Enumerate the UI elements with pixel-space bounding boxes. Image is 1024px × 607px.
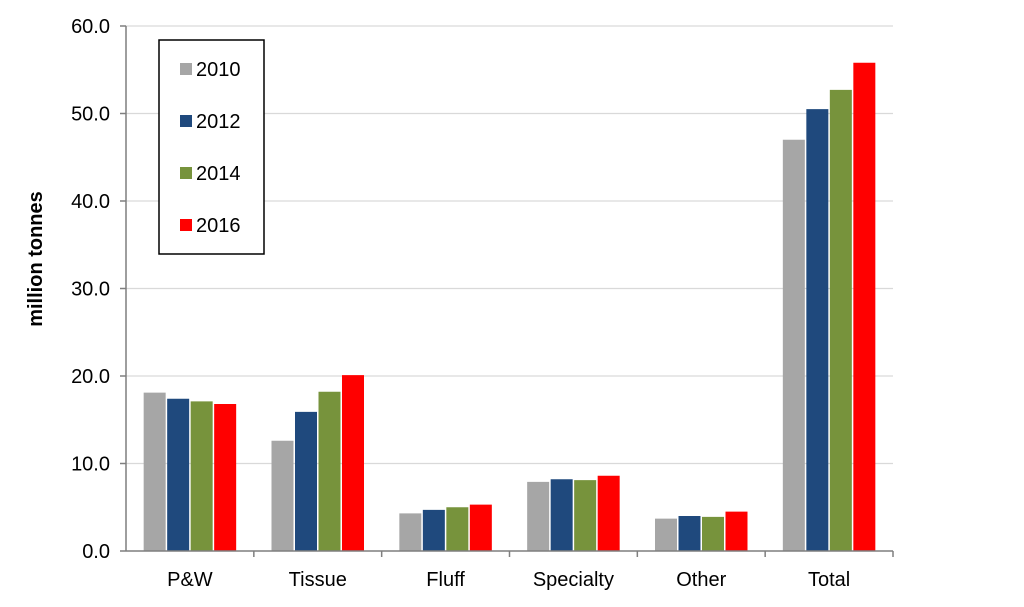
y-tick-label: 30.0: [71, 279, 110, 301]
x-tick-labels: P&W Tissue Fluff Specialty Other Total: [167, 569, 850, 591]
bar-2014: [702, 516, 724, 551]
y-tick-label: 60.0: [71, 16, 110, 38]
bar-2012: [678, 516, 701, 551]
x-tick-label: Total: [808, 569, 850, 591]
y-tick-label: 20.0: [71, 366, 110, 388]
bar-2014: [190, 401, 213, 551]
legend-box: [158, 39, 265, 255]
y-tick-label: 50.0: [71, 104, 110, 126]
bar-2014: [574, 480, 597, 551]
x-tick-label: Other: [676, 569, 726, 591]
bar-2010: [399, 513, 422, 551]
bar-2016: [725, 511, 748, 551]
legend-swatch-2016: [180, 219, 192, 231]
bar-2010: [655, 518, 677, 551]
bar-2012: [806, 109, 829, 551]
bar-2010: [271, 440, 294, 551]
legend-label: 2014: [196, 163, 241, 185]
gridlines: [120, 25, 894, 557]
bars: [143, 62, 876, 551]
legend: 2010 2012 2014 2016: [158, 39, 265, 255]
bar-2016: [469, 504, 492, 551]
legend-swatch-2014: [180, 167, 192, 179]
y-tick-label: 0.0: [82, 541, 110, 563]
bar-2014: [446, 507, 469, 551]
bar-2014: [829, 89, 852, 551]
bar-2010: [782, 139, 805, 551]
y-tick-labels: 0.0 10.0 20.0 30.0 40.0 50.0 60.0: [71, 16, 110, 563]
x-tick-label: Tissue: [289, 569, 347, 591]
bar-2016: [214, 404, 237, 551]
bar-2016: [342, 375, 364, 551]
legend-label: 2010: [196, 59, 241, 81]
bar-2010: [527, 481, 550, 551]
axes: [125, 26, 893, 552]
bar-2012: [550, 479, 573, 551]
bar-2010: [143, 392, 166, 551]
y-tick-label: 10.0: [71, 454, 110, 476]
legend-swatch-2012: [180, 115, 192, 127]
x-tick-label: P&W: [167, 569, 213, 591]
bar-2012: [167, 398, 190, 551]
legend-label: 2016: [196, 215, 241, 237]
y-axis-label: million tonnes: [25, 191, 47, 327]
bar-2012: [422, 509, 445, 551]
legend-swatch-2010: [180, 63, 192, 75]
legend-label: 2012: [196, 111, 241, 133]
bar-2012: [295, 411, 317, 551]
bar-2014: [318, 391, 341, 551]
y-tick-label: 40.0: [71, 191, 110, 213]
x-tick-label: Fluff: [426, 569, 465, 591]
x-tick-label: Specialty: [533, 569, 614, 591]
bar-2016: [597, 475, 620, 551]
bar-2016: [853, 62, 876, 551]
